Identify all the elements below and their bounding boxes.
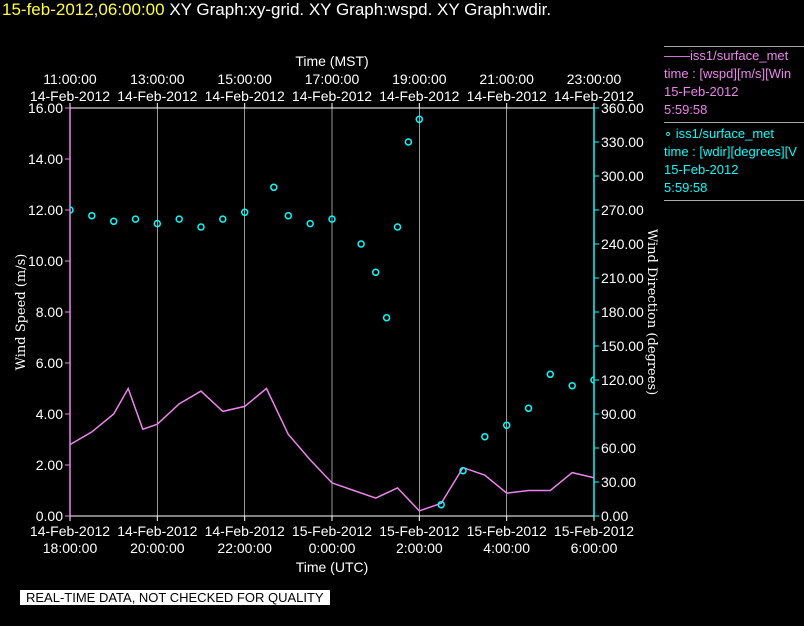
bottom-tick-date: 14-Feb-2012: [117, 523, 197, 539]
wdir-point: [306, 219, 314, 228]
bottom-tick-date: 15-Feb-2012: [554, 523, 634, 539]
bottom-tick-date: 14-Feb-2012: [30, 523, 110, 539]
bottom-tick-time: 2:00:00: [396, 540, 443, 556]
right-tick-label: 210.00: [601, 270, 644, 286]
wdir-point: [568, 381, 576, 390]
top-tick-time: 19:00:00: [392, 71, 447, 87]
legend-wdir-variable: time : [wdir][degrees][V: [664, 144, 797, 159]
wdir-point: [88, 211, 96, 220]
legend-wspd-time: 5:59:58: [664, 102, 708, 117]
wdir-point: [270, 183, 278, 192]
legend: ——iss1/surface_met time : [wspd][m/s][Wi…: [664, 46, 804, 203]
wdir-point: [415, 115, 424, 124]
right-tick-label: 0.00: [601, 508, 628, 524]
wdir-point: [70, 206, 74, 214]
top-tick-date: 14-Feb-2012: [205, 88, 285, 104]
wdir-point: [219, 215, 227, 223]
legend-wspd-date: 15-Feb-2012: [664, 84, 739, 99]
wdir-point: [153, 219, 162, 228]
left-tick-label: 0.00: [36, 508, 63, 524]
right-tick-label: 90.00: [601, 406, 636, 422]
top-tick-date: 14-Feb-2012: [554, 88, 634, 104]
top-tick-date: 14-Feb-2012: [30, 88, 110, 104]
top-tick-date: 14-Feb-2012: [117, 88, 197, 104]
wdir-point: [590, 376, 594, 384]
bottom-tick-time: 18:00:00: [43, 540, 98, 556]
top-tick-date: 14-Feb-2012: [292, 88, 372, 104]
wdir-point: [404, 138, 413, 146]
right-tick-label: 240.00: [601, 236, 644, 252]
legend-wdir-date: 15-Feb-2012: [664, 162, 739, 177]
right-tick-label: 150.00: [601, 338, 644, 354]
wdir-point: [393, 223, 402, 231]
wdir-point: [502, 421, 511, 430]
top-tick-time: 17:00:00: [305, 71, 360, 87]
wdir-points: [70, 115, 594, 509]
top-tick-date: 14-Feb-2012: [379, 88, 459, 104]
bottom-tick-date: 15-Feb-2012: [379, 523, 459, 539]
top-tick-time: 21:00:00: [479, 71, 534, 87]
bottom-axis-title: Time (UTC): [296, 559, 369, 575]
wdir-point: [357, 240, 365, 248]
left-tick-label: 14.00: [28, 151, 63, 167]
right-tick-label: 330.00: [601, 134, 644, 150]
top-tick-time: 11:00:00: [43, 71, 97, 87]
left-tick-label: 10.00: [28, 253, 63, 269]
wdir-point: [240, 208, 249, 217]
left-tick-label: 16.00: [28, 100, 63, 116]
legend-wdir-time: 5:59:58: [664, 180, 708, 195]
wdir-point: [109, 217, 118, 226]
right-tick-label: 300.00: [601, 168, 644, 184]
top-axis-title: Time (MST): [295, 53, 368, 69]
bottom-tick-time: 22:00:00: [217, 540, 272, 556]
bottom-tick-time: 4:00:00: [483, 540, 530, 556]
wdir-point: [175, 215, 183, 223]
title-graph-names: XY Graph:xy-grid. XY Graph:wspd. XY Grap…: [169, 0, 552, 19]
wdir-point: [371, 268, 380, 277]
left-tick-label: 12.00: [28, 202, 63, 218]
bottom-tick-date: 15-Feb-2012: [467, 523, 547, 539]
top-tick-date: 14-Feb-2012: [467, 88, 547, 104]
right-tick-label: 60.00: [601, 440, 636, 456]
left-axis-title: Wind Speed (m/s): [14, 254, 29, 371]
wdir-point: [546, 370, 555, 379]
wdir-point: [524, 404, 533, 413]
wdir-point: [197, 223, 205, 231]
legend-wdir: ∘ iss1/surface_met time : [wdir][degrees…: [664, 125, 804, 201]
top-tick-time: 15:00:00: [217, 71, 272, 87]
wdir-point: [131, 215, 140, 223]
right-tick-label: 120.00: [601, 372, 644, 388]
bottom-tick-date: 14-Feb-2012: [205, 523, 285, 539]
wdir-point: [481, 432, 489, 441]
legend-wdir-source: ∘ iss1/surface_met: [664, 126, 775, 141]
quality-disclaimer: REAL-TIME DATA, NOT CHECKED FOR QUALITY: [20, 590, 330, 605]
legend-wspd: ——iss1/surface_met time : [wspd][m/s][Wi…: [664, 46, 804, 123]
left-tick-label: 8.00: [36, 304, 63, 320]
left-tick-label: 4.00: [36, 406, 63, 422]
top-tick-time: 23:00:00: [567, 71, 622, 87]
title-timestamp: 15-feb-2012,06:00:00: [2, 0, 165, 19]
right-tick-label: 360.00: [601, 100, 644, 116]
right-tick-label: 180.00: [601, 304, 644, 320]
legend-wspd-source: ——iss1/surface_met: [664, 48, 789, 63]
left-tick-label: 6.00: [36, 355, 63, 371]
legend-wspd-variable: time : [wspd][m/s][Win: [664, 66, 792, 81]
wdir-point: [382, 313, 391, 322]
wdir-point: [328, 215, 336, 223]
right-tick-label: 30.00: [601, 474, 636, 490]
wdir-point: [459, 466, 467, 475]
wdir-point: [437, 500, 445, 509]
bottom-tick-time: 20:00:00: [130, 540, 185, 556]
right-axis-title: Wind Direction (degrees): [644, 229, 659, 395]
top-tick-time: 13:00:00: [130, 71, 185, 87]
wdir-point: [284, 211, 293, 220]
left-tick-label: 2.00: [36, 457, 63, 473]
bottom-tick-time: 6:00:00: [571, 540, 618, 556]
bottom-tick-date: 15-Feb-2012: [292, 523, 372, 539]
right-tick-label: 270.00: [601, 202, 644, 218]
chart-title: 15-feb-2012,06:00:00 XY Graph:xy-grid. X…: [2, 0, 551, 20]
wspd-line: [70, 386, 594, 512]
bottom-tick-time: 0:00:00: [309, 540, 356, 556]
